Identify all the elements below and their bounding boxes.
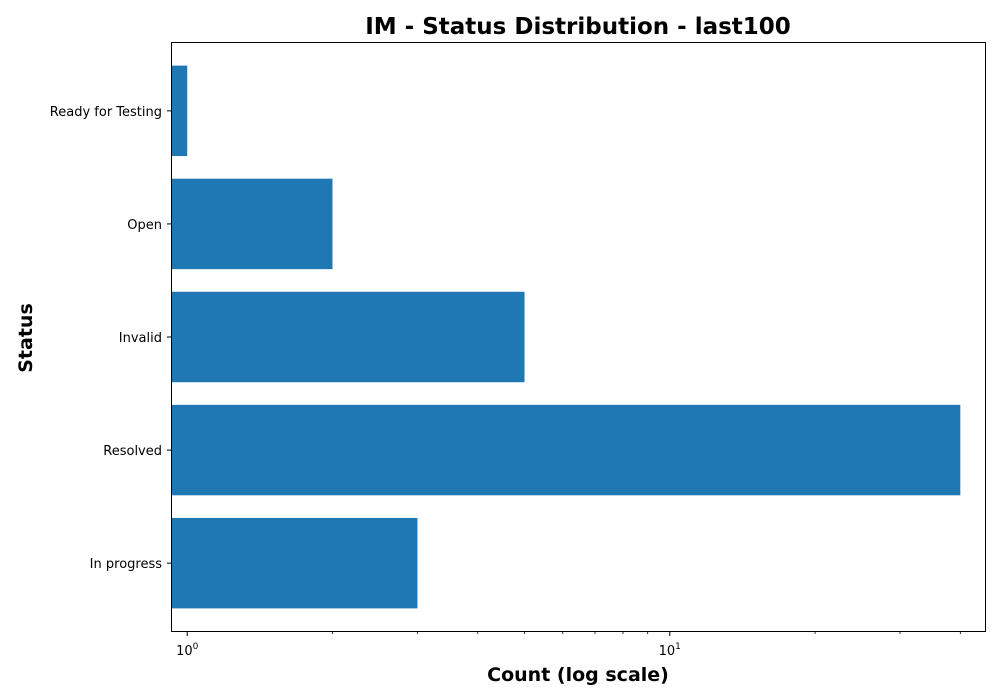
plot-frame	[171, 42, 986, 632]
y-tick-label-ready-for-testing: Ready for Testing	[50, 105, 162, 120]
x-tick-label-10-0: 100	[176, 642, 199, 659]
y-tick-label-invalid: Invalid	[119, 331, 162, 346]
bars-group	[172, 65, 961, 609]
bar-open	[172, 178, 333, 270]
x-axis-title: Count (log scale)	[487, 664, 669, 686]
x-axis: 100 101	[176, 631, 961, 659]
y-tick-label-in-progress: In progress	[90, 557, 163, 572]
bar-invalid	[172, 291, 525, 383]
y-tick-label-resolved: Resolved	[103, 444, 162, 459]
y-tick-label-open: Open	[127, 218, 162, 233]
y-axis-title: Status	[15, 303, 37, 373]
chart-title: IM - Status Distribution - last100	[365, 14, 791, 40]
x-tick-label-10-1: 101	[659, 642, 681, 659]
bar-in-progress	[172, 517, 418, 609]
bar-resolved	[172, 404, 961, 496]
bar-ready-for-testing	[172, 65, 188, 157]
